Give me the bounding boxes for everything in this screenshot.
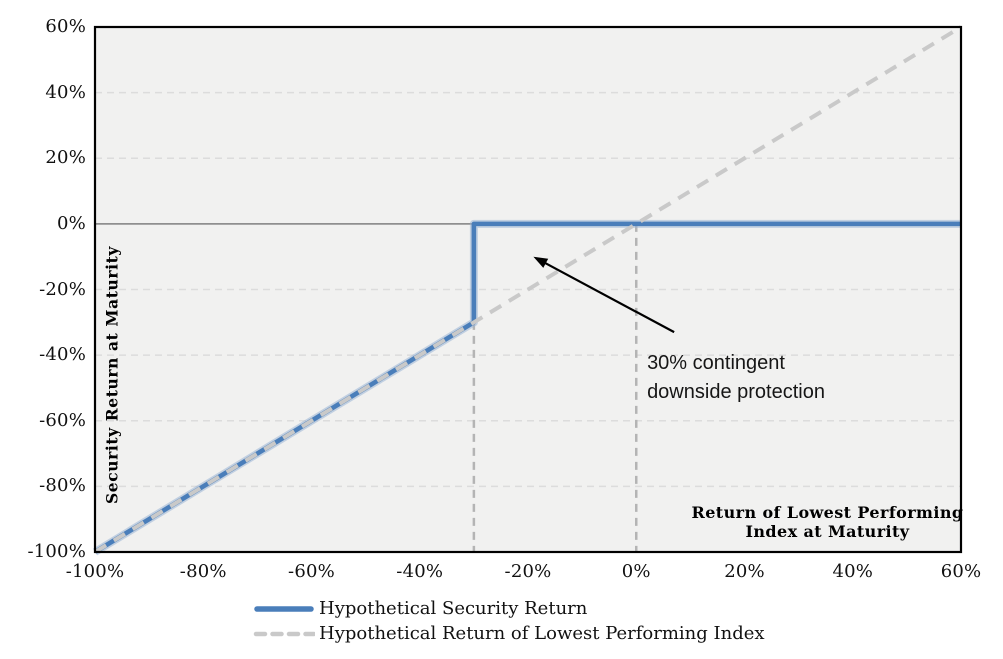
y-tick-label: -100% [27, 541, 86, 562]
index-return-line [93, 25, 963, 554]
downside-protection-annotation: 30% contingent downside protection [647, 349, 825, 407]
legend-item-security-return: Hypothetical Security Return [253, 596, 765, 621]
legend-item-index-return: Hypothetical Return of Lowest Performing… [253, 621, 765, 646]
x-tick-label: -60% [288, 561, 335, 582]
y-tick-label: 60% [45, 16, 86, 37]
x-tick-label: -40% [396, 561, 444, 582]
y-axis-title: Security Return at Maturity [102, 245, 122, 505]
y-tick-label: -20% [39, 278, 86, 300]
x-tick-label: 60% [940, 561, 982, 582]
annotation-line1: 30% contingent [647, 351, 785, 374]
annotation-line2: downside protection [647, 380, 825, 403]
legend-label-security-return: Hypothetical Security Return [319, 598, 588, 619]
x-axis-title-line1: Return of Lowest Performing [691, 503, 964, 522]
x-tick-label: -80% [179, 561, 227, 582]
y-tick-label: 0% [57, 212, 86, 234]
annotation-arrowhead-icon [533, 256, 549, 268]
y-tick-label: 40% [45, 81, 86, 103]
plot-border [93, 25, 963, 554]
annotation-arrow-shaft [541, 260, 675, 334]
y-tick-label: 20% [45, 147, 86, 169]
y-tick-label: -40% [39, 344, 86, 366]
x-tick-label: 40% [832, 561, 874, 582]
y-tick-label: -80% [39, 475, 86, 497]
x-axis-title-line2: Index at Maturity [745, 522, 910, 541]
solid-line-swatch-icon [254, 605, 314, 612]
legend-label-index-return: Hypothetical Return of Lowest Performing… [319, 623, 765, 644]
x-tick-label: -100% [65, 561, 125, 582]
legend: Hypothetical Security Return Hypothetica… [253, 596, 765, 646]
x-tick-label: -20% [504, 561, 552, 582]
x-tick-label: 20% [724, 561, 765, 582]
x-axis-title: Return of Lowest Performing Index at Mat… [690, 503, 965, 541]
dashed-line-swatch-icon [253, 631, 315, 636]
y-tick-label: -60% [39, 409, 86, 431]
x-tick-label: 0% [621, 561, 651, 582]
